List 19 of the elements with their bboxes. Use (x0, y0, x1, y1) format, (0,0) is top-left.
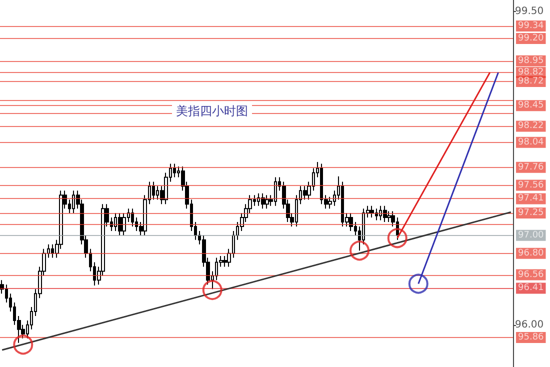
ref-line-label: 97.76 (518, 162, 544, 172)
ref-line-label: 97.25 (518, 208, 544, 218)
ref-line-label: 96.80 (518, 248, 544, 258)
ref-line-label: 98.72 (518, 76, 544, 86)
ref-line-label: 98.95 (518, 56, 544, 66)
y-tick-label: 99.50 (515, 6, 544, 18)
ref-line-label: 98.82 (518, 68, 544, 78)
ref-line-label: 99.20 (518, 33, 544, 44)
ref-line-label: 97.56 (518, 180, 544, 190)
ref-line-label: 98.45 (518, 100, 544, 111)
text: 美指四小时图 (176, 104, 248, 118)
ref-line-label: 98.22 (518, 121, 544, 132)
ref-line-label: 96.56 (518, 270, 544, 280)
y-tick-label: 96.00 (515, 319, 544, 330)
ref-line-label: 97.41 (518, 194, 544, 204)
ref-line-label: 99.34 (518, 20, 544, 31)
ref-line-label: 98.04 (518, 137, 544, 148)
ref-line-label: 96.41 (518, 283, 544, 294)
ref-line-label: 95.86 (518, 332, 544, 342)
